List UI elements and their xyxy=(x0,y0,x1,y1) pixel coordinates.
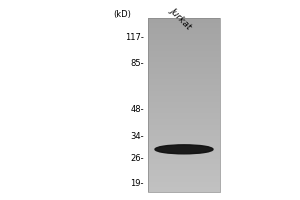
Text: 34-: 34- xyxy=(130,132,144,141)
Ellipse shape xyxy=(155,145,213,154)
Text: Jurkat: Jurkat xyxy=(168,6,193,31)
Text: 85-: 85- xyxy=(130,59,144,68)
Text: 48-: 48- xyxy=(130,105,144,114)
Text: 26-: 26- xyxy=(130,154,144,163)
Text: (kD): (kD) xyxy=(113,10,131,19)
Bar xyxy=(148,18,220,192)
Text: 117-: 117- xyxy=(125,33,144,42)
Text: 19-: 19- xyxy=(130,179,144,188)
